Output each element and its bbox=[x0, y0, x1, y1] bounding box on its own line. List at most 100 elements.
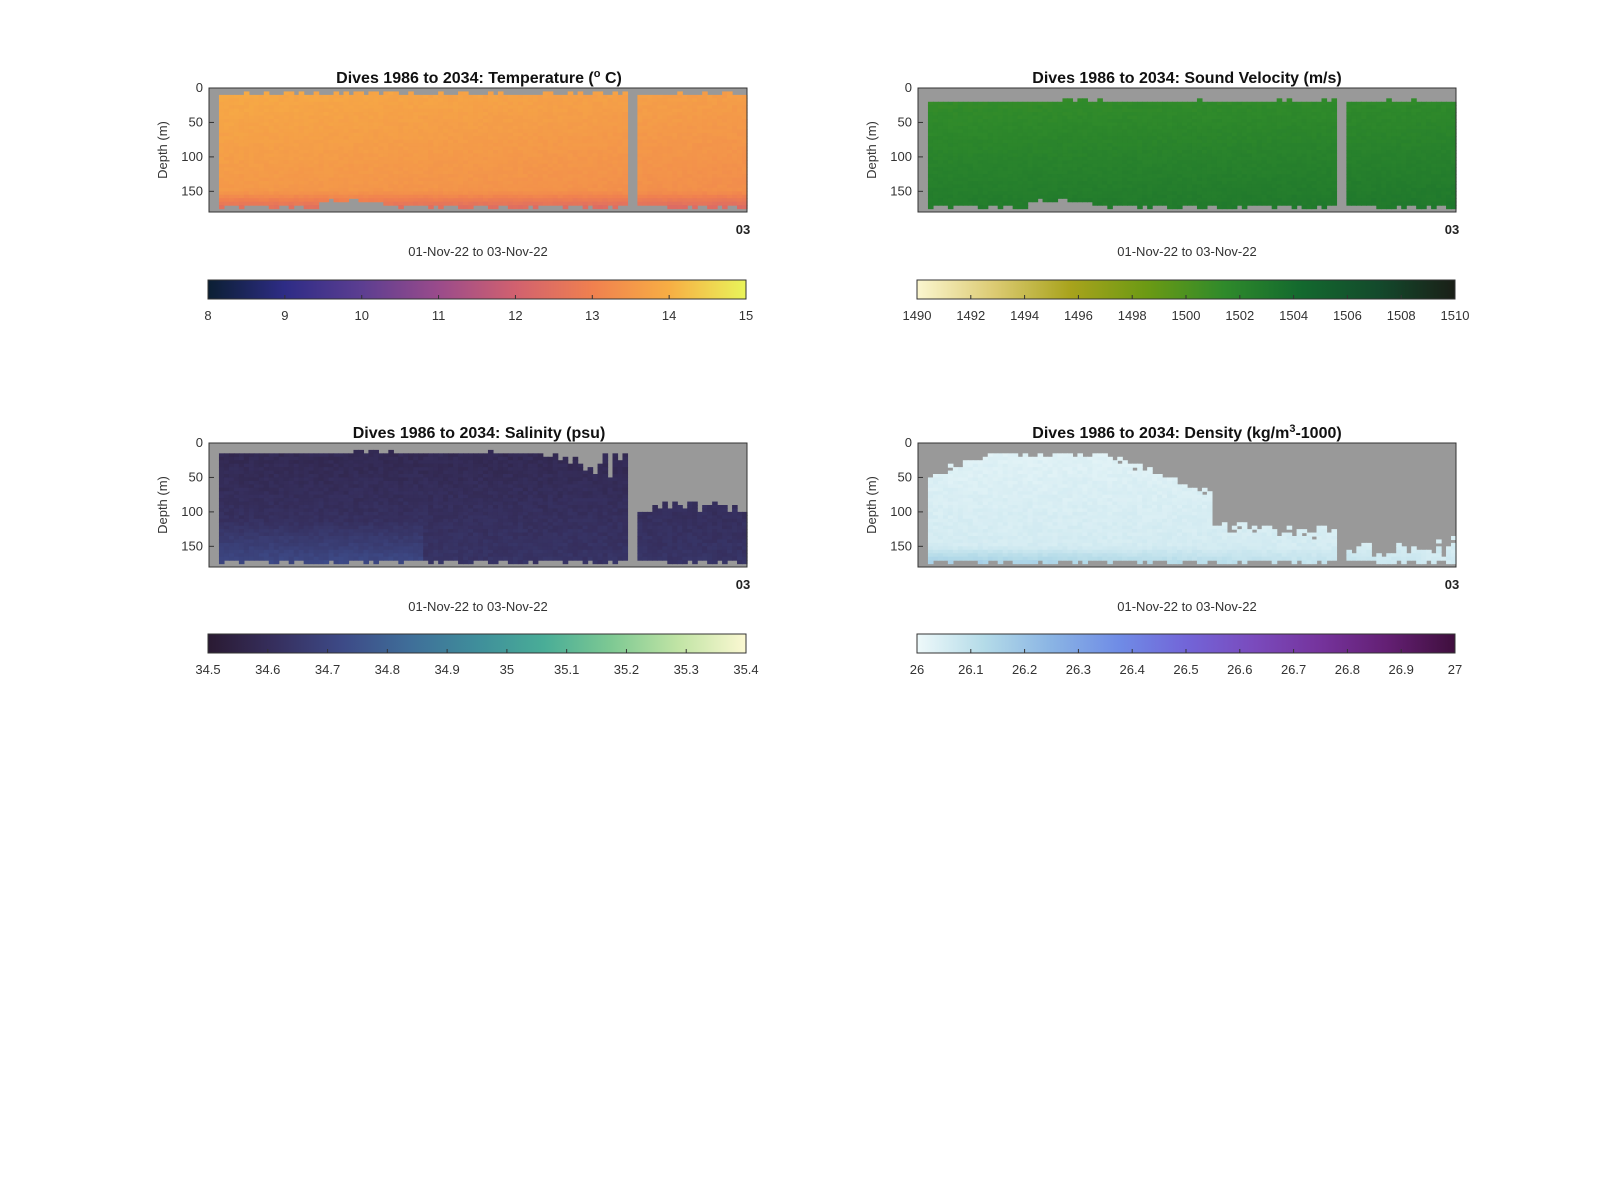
heatmap-cell bbox=[228, 167, 235, 172]
heatmap-cell bbox=[1107, 167, 1113, 172]
heatmap-cell bbox=[1077, 143, 1083, 148]
heatmap-cell bbox=[1077, 191, 1083, 196]
heatmap-cell bbox=[1067, 163, 1074, 168]
heatmap-cell bbox=[1117, 170, 1123, 175]
heatmap-cell bbox=[927, 153, 934, 158]
heatmap-cell bbox=[298, 94, 305, 99]
heatmap-cell bbox=[238, 136, 245, 141]
heatmap-cell bbox=[473, 177, 479, 182]
heatmap-cell bbox=[1012, 187, 1019, 192]
heatmap-cell bbox=[662, 132, 668, 137]
heatmap-cell bbox=[1037, 136, 1044, 141]
heatmap-cell bbox=[932, 139, 939, 144]
heatmap-cell bbox=[1007, 187, 1014, 192]
heatmap-cell bbox=[1032, 125, 1039, 130]
heatmap-cell bbox=[378, 160, 384, 165]
heatmap-cell bbox=[233, 119, 240, 124]
heatmap-cell bbox=[1182, 167, 1188, 172]
heatmap-cell bbox=[343, 163, 350, 168]
heatmap-cell bbox=[727, 108, 733, 113]
heatmap-cell bbox=[1027, 184, 1034, 189]
heatmap-cell bbox=[677, 153, 683, 158]
heatmap-cell bbox=[1147, 156, 1153, 161]
heatmap-cell bbox=[1142, 132, 1148, 137]
heatmap-cell bbox=[273, 194, 280, 199]
heatmap-cell bbox=[547, 163, 554, 168]
heatmap-cell bbox=[532, 170, 539, 175]
heatmap-cell bbox=[492, 181, 499, 186]
heatmap-cell bbox=[368, 174, 374, 179]
heatmap-cell bbox=[692, 167, 698, 172]
heatmap-cell bbox=[967, 136, 974, 141]
heatmap-cell bbox=[497, 181, 504, 186]
heatmap-cell bbox=[742, 101, 748, 106]
heatmap-cell bbox=[737, 129, 743, 134]
heatmap-cell bbox=[517, 194, 524, 199]
heatmap-cell bbox=[378, 163, 384, 168]
heatmap-cell bbox=[278, 122, 285, 127]
heatmap-cell bbox=[637, 181, 643, 186]
heatmap-cell bbox=[438, 160, 444, 165]
heatmap-cell bbox=[1052, 198, 1059, 203]
heatmap-cell bbox=[682, 205, 688, 210]
heatmap-cell bbox=[233, 160, 240, 165]
heatmap-cell bbox=[727, 184, 733, 189]
heatmap-cell bbox=[507, 167, 514, 172]
heatmap-cell bbox=[1112, 201, 1118, 206]
heatmap-cell bbox=[1147, 101, 1153, 106]
heatmap-cell bbox=[997, 132, 1004, 137]
heatmap-cell bbox=[997, 153, 1004, 158]
heatmap-cell bbox=[388, 108, 394, 113]
heatmap-cell bbox=[932, 174, 939, 179]
heatmap-cell bbox=[1107, 119, 1113, 124]
heatmap-cell bbox=[1012, 201, 1019, 206]
heatmap-cell bbox=[1032, 160, 1039, 165]
heatmap-cell bbox=[1027, 150, 1034, 155]
heatmap-cell bbox=[947, 122, 954, 127]
heatmap-cell bbox=[602, 170, 609, 175]
heatmap-cell bbox=[243, 125, 250, 130]
heatmap-cell bbox=[238, 191, 245, 196]
heatmap-cell bbox=[997, 201, 1004, 206]
heatmap-cell bbox=[353, 177, 360, 182]
heatmap-cell bbox=[413, 194, 419, 199]
heatmap-cell bbox=[1167, 201, 1173, 206]
heatmap-cell bbox=[383, 115, 389, 120]
heatmap-cell bbox=[682, 167, 688, 172]
heatmap-cell bbox=[572, 101, 579, 106]
heatmap-cell bbox=[532, 139, 539, 144]
heatmap-cell bbox=[1182, 191, 1188, 196]
heatmap-cell bbox=[318, 170, 325, 175]
heatmap-cell bbox=[408, 143, 414, 148]
heatmap-cell bbox=[298, 119, 305, 124]
heatmap-cell bbox=[408, 201, 414, 206]
heatmap-cell bbox=[707, 167, 713, 172]
heatmap-cell bbox=[942, 125, 949, 130]
heatmap-cell bbox=[1027, 153, 1034, 158]
heatmap-cell bbox=[602, 143, 609, 148]
heatmap-cell bbox=[1082, 181, 1088, 186]
heatmap-cell bbox=[1082, 122, 1088, 127]
heatmap-cell bbox=[637, 201, 643, 206]
heatmap-cell bbox=[962, 146, 969, 151]
heatmap-cell bbox=[527, 198, 534, 203]
heatmap-cell bbox=[268, 136, 275, 141]
heatmap-cell bbox=[403, 136, 409, 141]
heatmap-cell bbox=[1042, 177, 1049, 182]
heatmap-cell bbox=[612, 153, 619, 158]
heatmap-cell bbox=[1127, 201, 1133, 206]
heatmap-cell bbox=[253, 163, 260, 168]
heatmap-cell bbox=[1172, 205, 1178, 210]
heatmap-cell bbox=[303, 101, 310, 106]
heatmap-cell bbox=[463, 156, 469, 161]
heatmap-cell bbox=[667, 170, 673, 175]
heatmap-cell bbox=[398, 160, 404, 165]
heatmap-cell bbox=[468, 150, 474, 155]
heatmap-cell bbox=[1132, 187, 1138, 192]
heatmap-cell bbox=[657, 112, 663, 117]
heatmap-cell bbox=[423, 146, 429, 151]
heatmap-cell bbox=[233, 136, 240, 141]
heatmap-cell bbox=[587, 191, 594, 196]
heatmap-cell bbox=[1057, 132, 1064, 137]
heatmap-cell bbox=[647, 98, 653, 103]
